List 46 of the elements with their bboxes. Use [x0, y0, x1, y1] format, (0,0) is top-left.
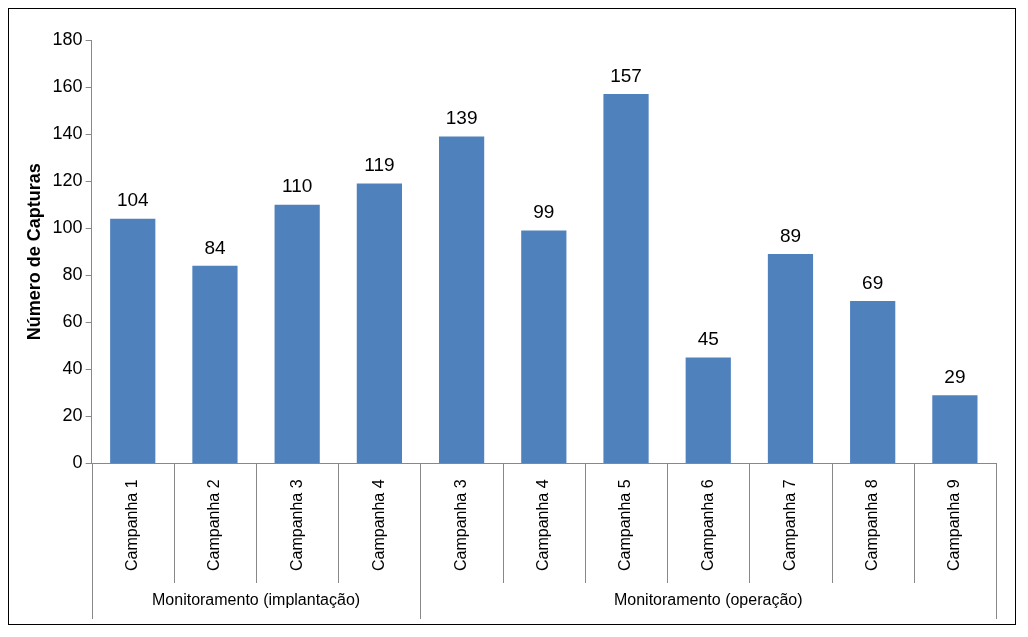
y-axis-title: Número de Capturas: [23, 163, 44, 341]
data-label: 99: [533, 201, 555, 223]
y-tick-label: 60: [62, 311, 83, 332]
data-label: 69: [862, 271, 884, 293]
data-label: 157: [610, 64, 642, 86]
x-tick-label: Campanha 4: [534, 479, 552, 572]
data-label: 139: [445, 107, 478, 129]
bar: [192, 265, 238, 463]
y-tick-label: 140: [52, 123, 83, 144]
y-tick-label: 160: [52, 76, 83, 97]
x-tick-label: Campanha 2: [205, 479, 223, 572]
y-tick-label: 180: [52, 28, 83, 49]
x-tick-label: Campanha 5: [616, 479, 634, 572]
x-tick-label: Campanha 8: [863, 479, 881, 572]
bar: [110, 218, 156, 463]
data-label: 29: [944, 365, 966, 387]
x-tick-label: Campanha 1: [123, 479, 141, 572]
bar: [438, 136, 485, 463]
x-tick-label: Campanha 3: [452, 479, 470, 572]
data-label: 104: [116, 189, 150, 211]
data-label: 89: [779, 224, 802, 246]
y-tick-label: 120: [52, 170, 83, 191]
x-tick-label: Campanha 3: [287, 479, 305, 572]
data-label: 84: [204, 236, 226, 258]
bar: [932, 395, 978, 463]
data-label: 45: [697, 328, 719, 350]
data-label: 119: [364, 154, 395, 176]
bar: [767, 254, 814, 463]
text: Monitoramento (implantação): [152, 591, 361, 609]
y-tick-label: 0: [72, 452, 83, 473]
y-tick-label: 80: [62, 264, 83, 285]
x-tick-label: Campanha 9: [945, 479, 963, 572]
bar: [274, 204, 320, 463]
y-tick-label: 100: [52, 217, 83, 238]
bar: [603, 94, 649, 463]
bar: [850, 301, 896, 463]
y-tick-label: 40: [62, 358, 83, 379]
x-tick-label: Campanha 7: [780, 479, 798, 572]
bar: [685, 357, 731, 463]
x-tick-label: Campanha 6: [698, 479, 716, 572]
data-label: 110: [282, 175, 313, 197]
bar: [521, 230, 567, 463]
x-tick-label: Campanha 4: [369, 479, 387, 572]
y-tick-label: 20: [62, 405, 83, 426]
text: Monitoramento (operação): [613, 591, 803, 609]
bar: [356, 183, 402, 463]
